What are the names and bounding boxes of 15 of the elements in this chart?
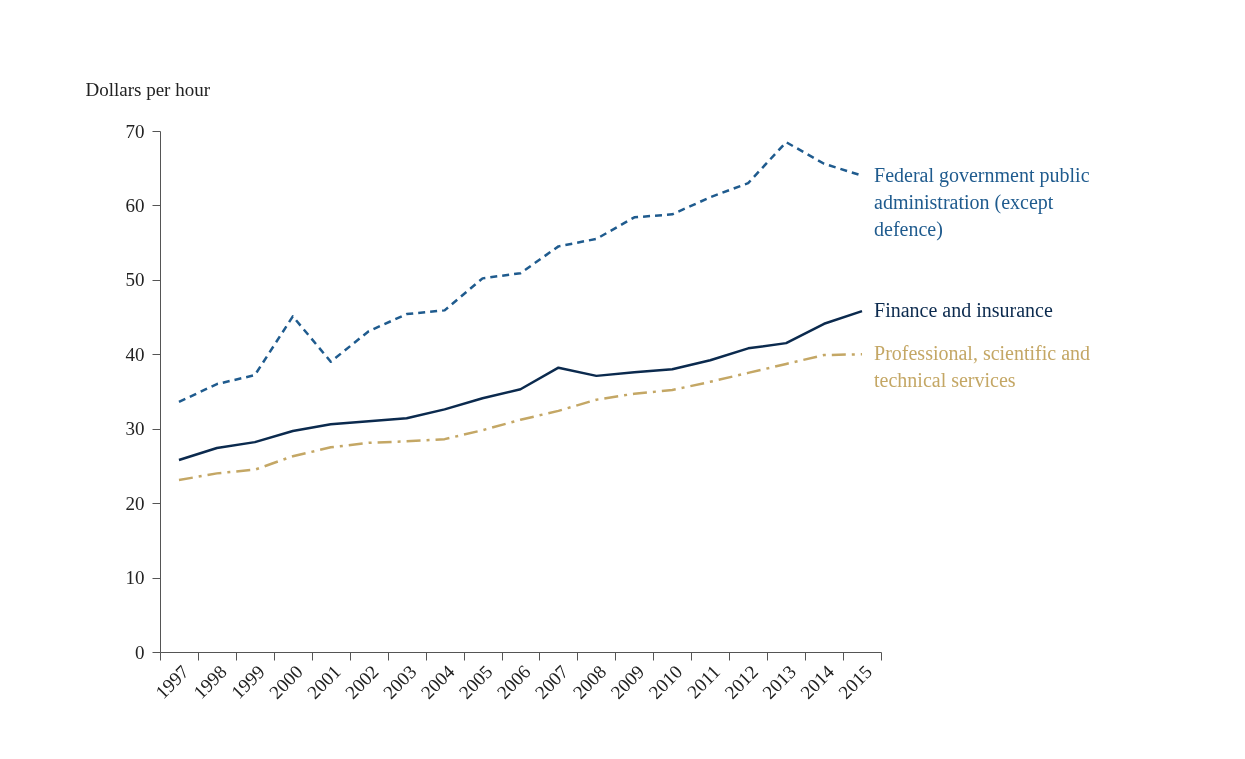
series-label: Federal government public administration (except defence) bbox=[874, 163, 1090, 241]
y-tick-label: 50 bbox=[125, 269, 145, 291]
x-tick-label: 2011 bbox=[682, 661, 725, 703]
y-tick-label: 20 bbox=[125, 492, 145, 514]
series-label: Finance and insurance bbox=[874, 299, 1053, 322]
line-series bbox=[177, 309, 864, 462]
y-tick-label: 40 bbox=[125, 343, 145, 365]
y-tick-label: 70 bbox=[125, 120, 145, 142]
y-tick-label: 10 bbox=[125, 567, 145, 589]
line-series bbox=[177, 353, 864, 482]
y-axis-title: Dollars per hour bbox=[85, 78, 211, 100]
series-label: Professional, scientific and technical services bbox=[874, 342, 1091, 392]
y-tick-label: 30 bbox=[125, 418, 145, 440]
y-tick-label: 0 bbox=[135, 641, 145, 663]
y-tick-label: 60 bbox=[125, 194, 145, 216]
